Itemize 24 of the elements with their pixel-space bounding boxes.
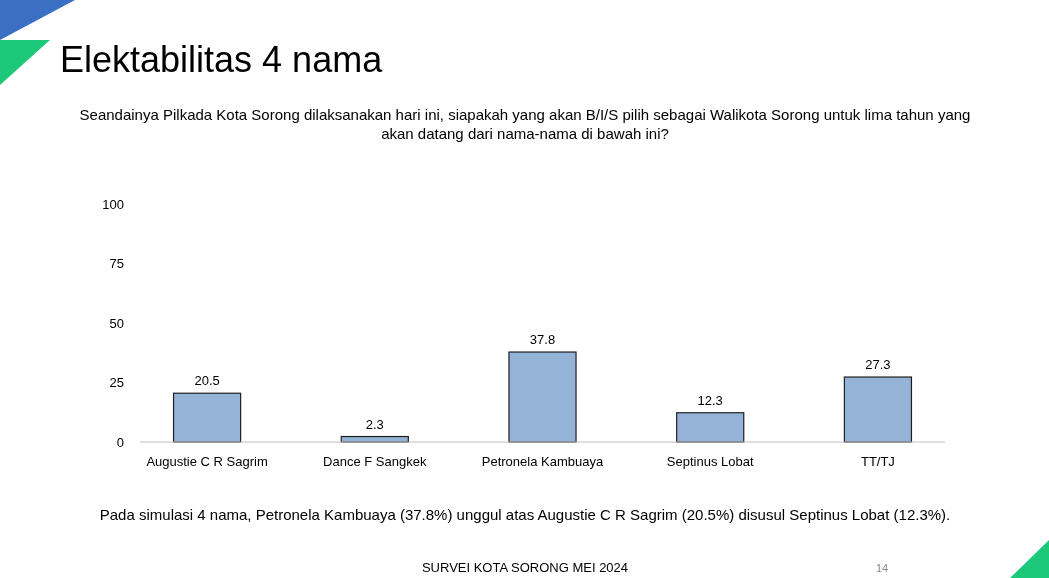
x-tick-label: Septinus Lobat bbox=[666, 454, 754, 469]
chart-subtitle: Seandainya Pilkada Kota Sorong dilaksanakan hari ini, siapakah yang akan B/I/S pilih sebagai Walikota Sorong untuk lima tahun yang akan datang dari nama-nama di bawah ini? bbox=[79, 106, 971, 142]
data-label: 12.3 bbox=[697, 392, 723, 408]
data-label: 27.3 bbox=[865, 357, 891, 373]
x-tick-label: Petronela Kambuaya bbox=[481, 454, 604, 469]
text: SURVEI KOTA SORONG MEI 2024 bbox=[421, 560, 629, 575]
data-label: 2.3 bbox=[365, 416, 384, 432]
data-label: 37.8 bbox=[529, 332, 556, 348]
y-tick-label: 0 bbox=[116, 434, 124, 450]
y-tick-label: 75 bbox=[109, 256, 124, 272]
chart-title: Elektabilitas 4 nama bbox=[60, 39, 384, 80]
bar bbox=[676, 412, 745, 443]
data-label: 20.5 bbox=[194, 373, 220, 389]
y-tick-label: 100 bbox=[102, 196, 124, 212]
text: 14 bbox=[875, 562, 889, 574]
x-tick-label: Dance F Sangkek bbox=[323, 454, 427, 469]
x-tick-label: TT/TJ bbox=[860, 454, 895, 469]
x-tick-label: Augustie C R Sagrim bbox=[146, 454, 268, 469]
bar bbox=[172, 392, 242, 443]
bar bbox=[508, 351, 577, 443]
text: Pada simulasi 4 nama, Petronela Kambuaya (37.8%) unggul atas Augustie C R Sagrim (20.5%) disusul Septinus Lobat (12.3%). bbox=[99, 506, 951, 523]
bar bbox=[843, 376, 913, 443]
y-tick-label: 50 bbox=[109, 315, 124, 331]
y-tick-label: 25 bbox=[109, 375, 124, 391]
